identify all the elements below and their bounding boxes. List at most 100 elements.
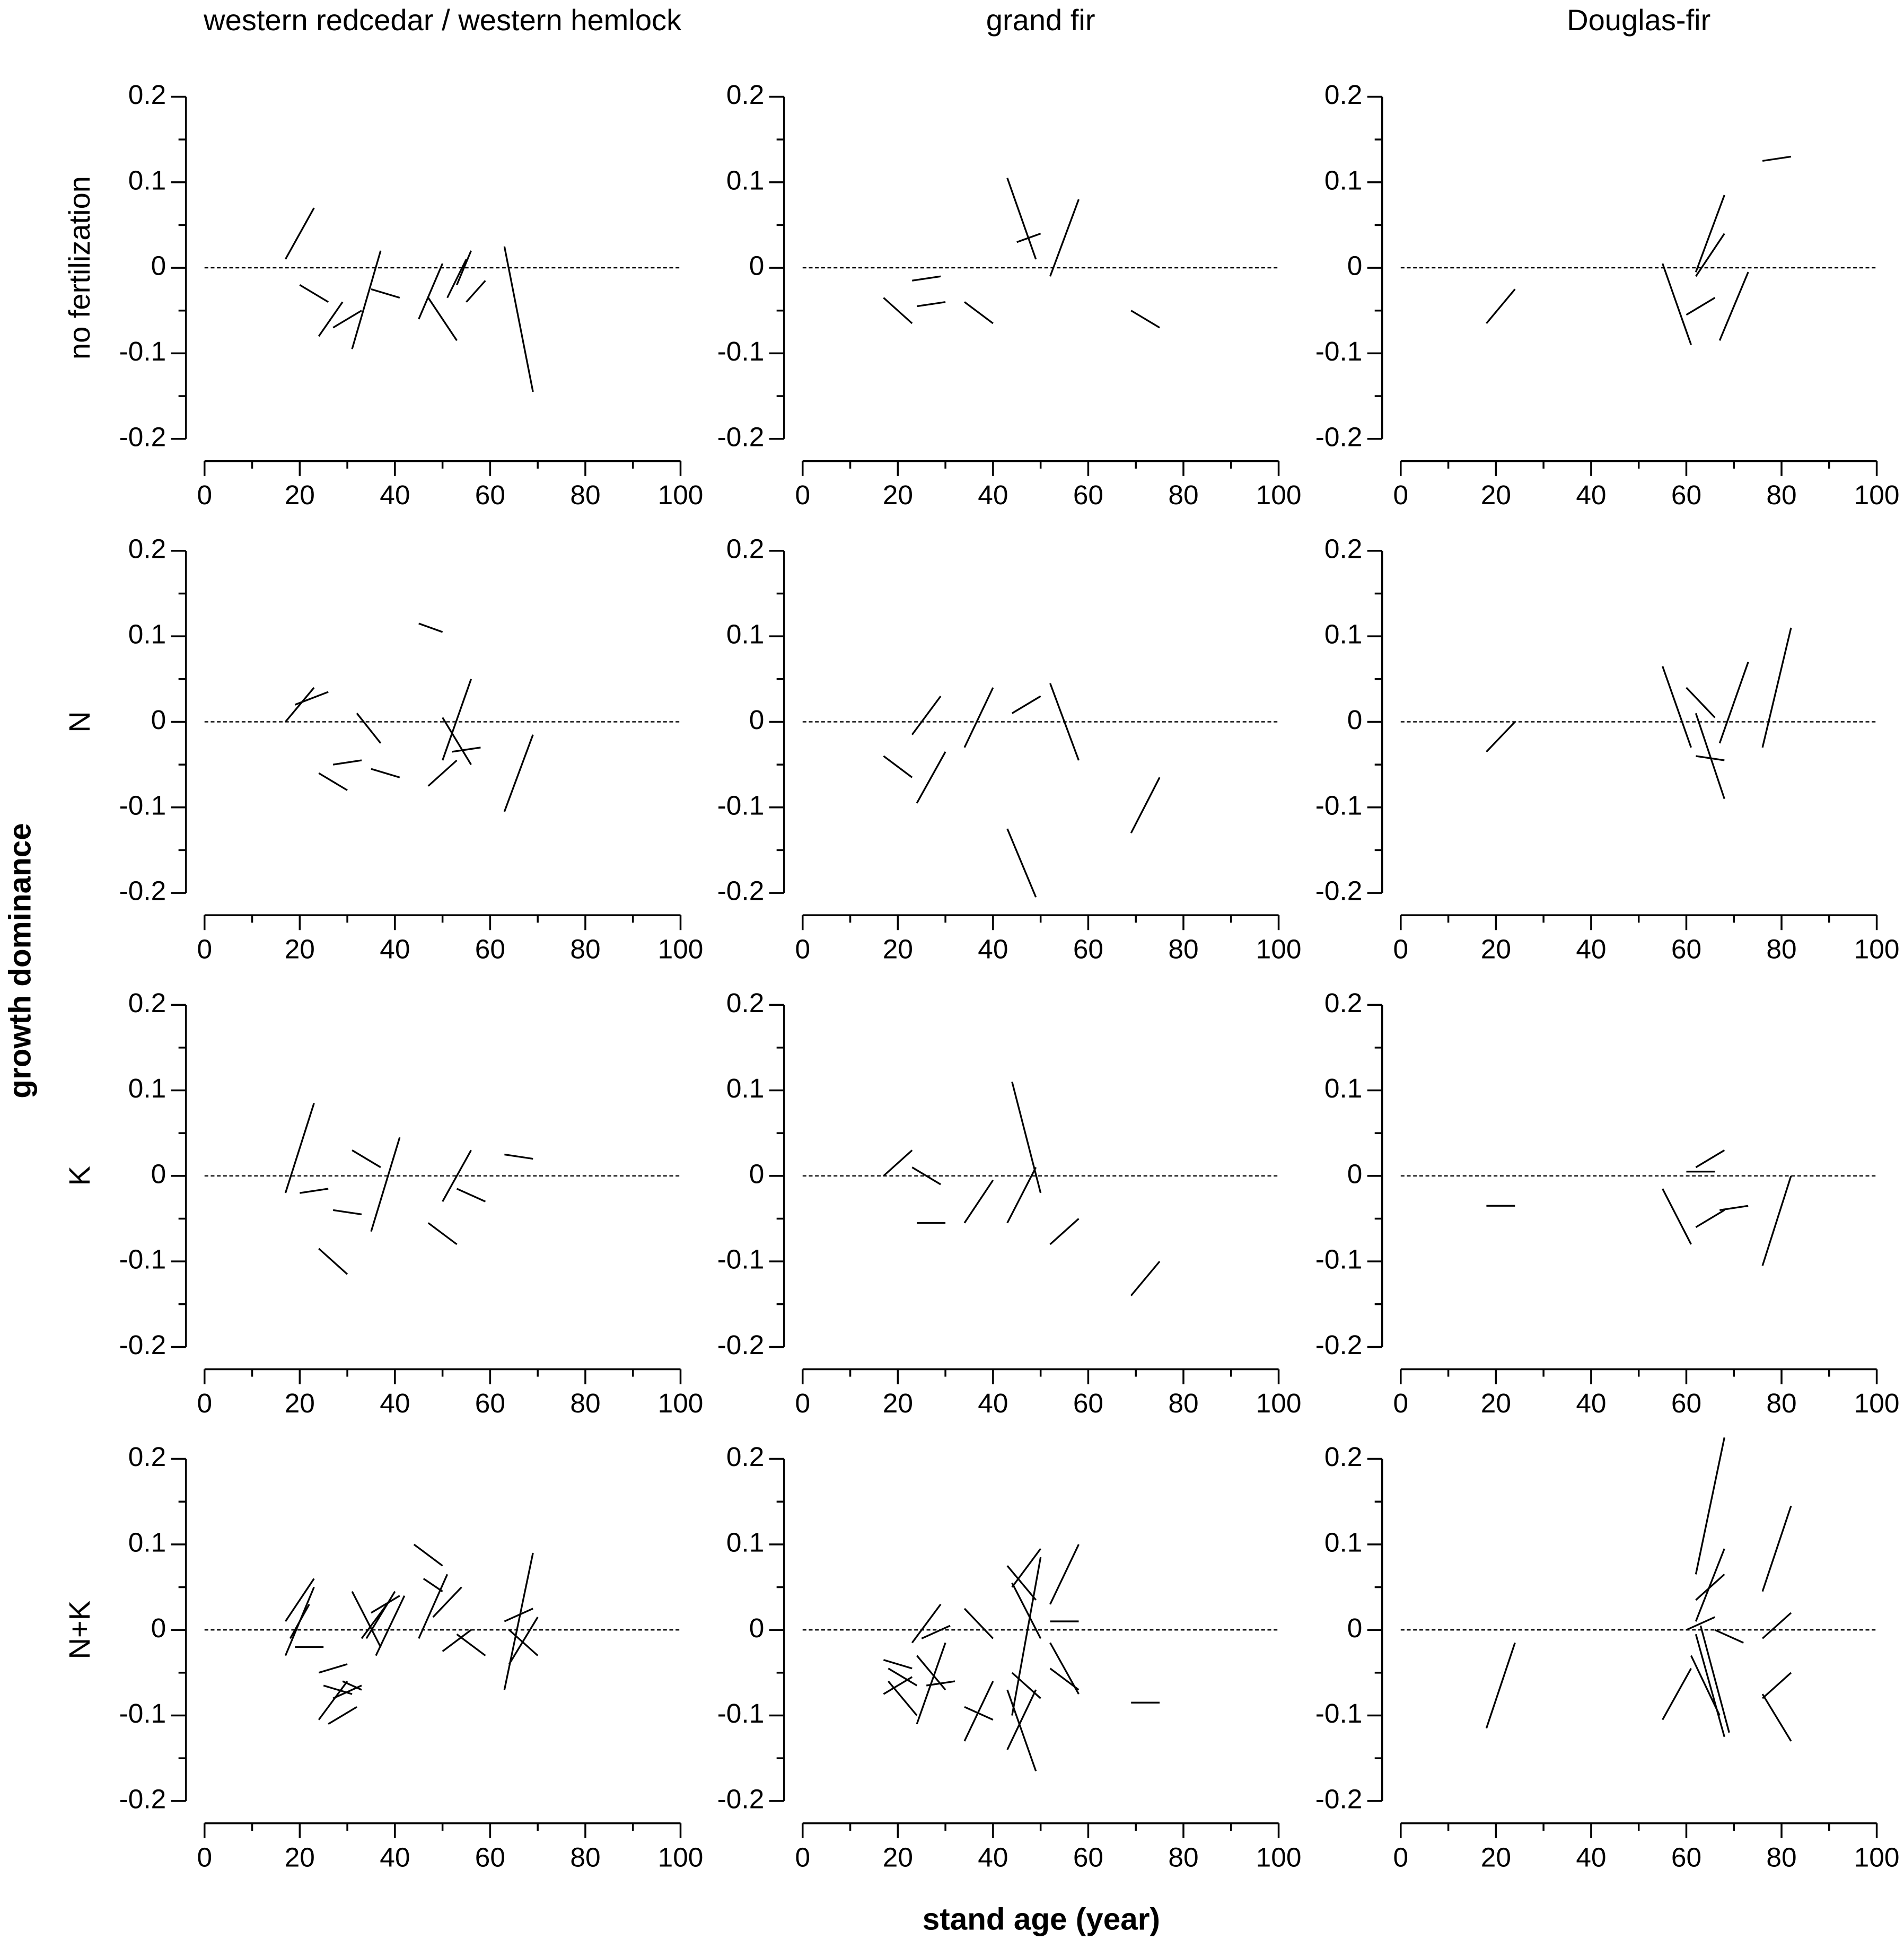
segment (1696, 755, 1725, 761)
x-tick-label: 100 (1256, 1841, 1302, 1872)
y-tick-label: 0 (1347, 250, 1363, 281)
y-tick-label: -0.1 (1315, 789, 1363, 820)
x-tick-label: 20 (1481, 1841, 1511, 1872)
y-tick-label: 0.2 (128, 79, 166, 110)
x-tick-label: 60 (1073, 1841, 1103, 1872)
x-tick-label: 80 (1766, 479, 1796, 510)
y-tick-label: -0.2 (119, 875, 166, 906)
y-tick-label: 0.1 (128, 164, 166, 195)
x-tick-label: 0 (1393, 1841, 1409, 1872)
y-tick-label: 0 (749, 704, 765, 735)
y-tick-label: 0.1 (1324, 1073, 1362, 1103)
segment (964, 301, 994, 324)
y-tick-label: 0.2 (1324, 533, 1362, 564)
segment (370, 1137, 401, 1232)
y-tick-label: 0.2 (128, 1441, 166, 1472)
y-tick-label: -0.1 (717, 336, 765, 366)
segment (285, 687, 315, 723)
x-tick-label: 60 (1073, 934, 1103, 964)
y-tick-label: 0.1 (1324, 1526, 1362, 1557)
segment (1762, 155, 1792, 162)
segment (332, 1209, 362, 1216)
column-title: grand fir (986, 3, 1095, 37)
segment (299, 284, 329, 303)
segment (284, 1103, 315, 1193)
y-tick-label: 0.2 (726, 79, 764, 110)
segment (332, 310, 362, 329)
x-tick-label: 40 (978, 934, 1008, 964)
segment (318, 1681, 348, 1720)
x-tick-label: 80 (1168, 934, 1198, 964)
x-tick-label: 0 (197, 934, 212, 964)
segment (318, 1663, 348, 1674)
segment (917, 301, 946, 308)
segment (1011, 1081, 1042, 1193)
segment (1714, 1629, 1744, 1644)
segment (1485, 1642, 1516, 1729)
y-tick-label: 0 (151, 1158, 166, 1189)
segment (1686, 687, 1716, 718)
segment (318, 301, 344, 337)
segment (289, 1604, 310, 1639)
x-tick-label: 40 (978, 1841, 1008, 1872)
segment (371, 1595, 400, 1614)
segment (442, 717, 472, 765)
segment (1695, 1437, 1725, 1575)
segment (1006, 1166, 1037, 1224)
y-tick-label: -0.2 (717, 1329, 765, 1360)
x-tick-label: 20 (285, 479, 315, 510)
x-tick-label: 0 (1393, 934, 1409, 964)
y-tick-label: 0.2 (1324, 79, 1362, 110)
segment (1695, 1209, 1725, 1228)
segment (963, 687, 994, 748)
segment (1006, 1565, 1037, 1601)
x-tick-label: 20 (285, 1841, 315, 1872)
segment (1695, 233, 1725, 277)
segment (1130, 310, 1160, 329)
x-tick-label: 80 (1766, 1841, 1796, 1872)
y-tick-label: -0.1 (1315, 336, 1363, 366)
segment (342, 1680, 362, 1691)
segment (352, 1149, 381, 1169)
segment (503, 246, 534, 392)
y-tick-label: 0.2 (726, 533, 764, 564)
segment (1662, 666, 1692, 748)
segment (504, 1608, 533, 1622)
segment (963, 1681, 994, 1742)
y-tick-label: 0.1 (726, 1073, 764, 1103)
x-tick-label: 80 (570, 479, 600, 510)
segment (916, 751, 946, 804)
x-tick-label: 60 (1671, 1388, 1701, 1418)
x-tick-label: 20 (285, 934, 315, 964)
x-tick-label: 100 (1256, 479, 1302, 510)
y-tick-label: -0.2 (119, 421, 166, 452)
x-tick-label: 40 (380, 934, 410, 964)
segment (1761, 627, 1792, 748)
segment (1695, 1149, 1725, 1169)
segment (1695, 195, 1725, 273)
x-tick-label: 20 (883, 1841, 913, 1872)
y-tick-label: 0 (749, 250, 765, 281)
x-tick-label: 20 (883, 479, 913, 510)
segment (351, 1591, 382, 1648)
segment (1695, 1574, 1725, 1601)
segment (318, 1248, 348, 1275)
segment (883, 755, 913, 778)
x-tick-label: 20 (285, 1388, 315, 1418)
row-label: K (63, 1166, 96, 1186)
segment (1006, 1689, 1037, 1771)
segment (466, 280, 486, 303)
segment (916, 1642, 946, 1725)
segment (1049, 683, 1080, 761)
y-tick-label: -0.2 (1315, 421, 1363, 452)
segment (1049, 1544, 1080, 1605)
x-tick-label: 0 (795, 1388, 810, 1418)
y-tick-label: 0 (749, 1612, 765, 1643)
segment (883, 297, 913, 324)
segment (1006, 828, 1037, 898)
x-tick-label: 0 (197, 1841, 212, 1872)
segment (1761, 1505, 1792, 1592)
x-tick-label: 40 (380, 1388, 410, 1418)
y-tick-label: 0.1 (128, 619, 166, 649)
